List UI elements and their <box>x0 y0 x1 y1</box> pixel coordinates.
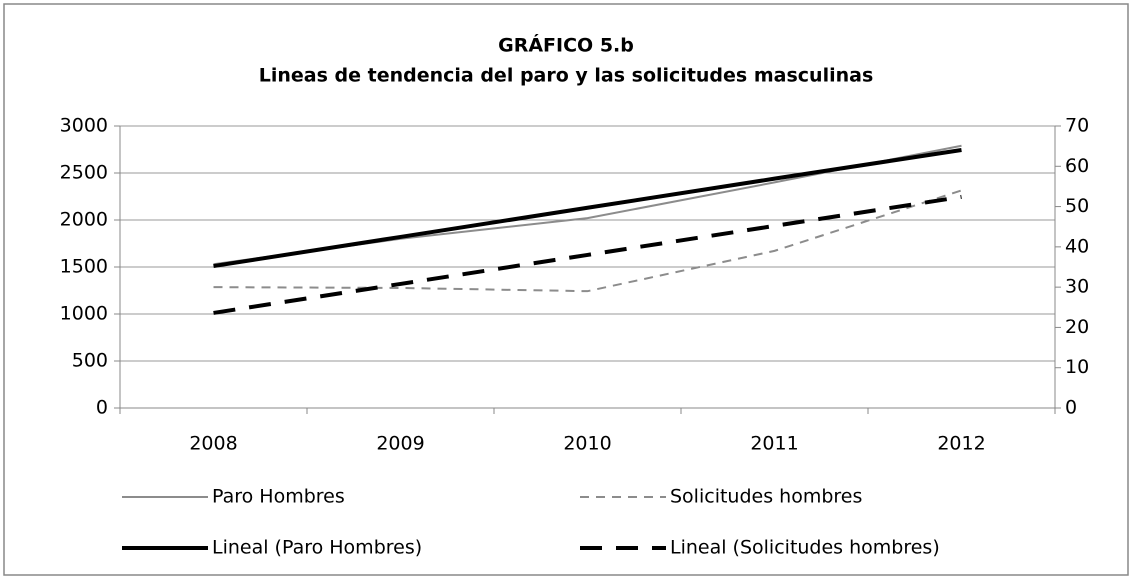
y2-tick-label: 50 <box>1065 195 1089 217</box>
x-tick-label: 2010 <box>563 433 611 455</box>
y-tick-label: 3000 <box>60 115 108 137</box>
y2-tick-label: 30 <box>1065 276 1089 298</box>
x-tick-label: 2012 <box>937 433 985 455</box>
y2-tick-label: 20 <box>1065 316 1089 338</box>
series-line <box>213 194 962 315</box>
series-line <box>213 147 962 269</box>
series-line <box>213 189 962 293</box>
chart-title: GRÁFICO 5.b <box>498 34 634 57</box>
y-tick-label: 2000 <box>60 209 108 231</box>
chart-subtitle: Lineas de tendencia del paro y las solic… <box>259 65 874 87</box>
legend-label: Lineal (Paro Hombres) <box>212 537 422 559</box>
y-tick-label: 1000 <box>60 303 108 325</box>
y-tick-label: 1500 <box>60 256 108 278</box>
y2-tick-label: 70 <box>1065 115 1089 137</box>
legend-label: Solicitudes hombres <box>670 486 862 508</box>
x-tick-label: 2008 <box>189 433 237 455</box>
x-tick-label: 2009 <box>376 433 424 455</box>
y-tick-label: 2500 <box>60 162 108 184</box>
y2-tick-label: 60 <box>1065 155 1089 177</box>
legend-label: Lineal (Solicitudes hombres) <box>670 537 940 559</box>
y-tick-label: 0 <box>96 397 108 419</box>
y2-tick-label: 10 <box>1065 356 1089 378</box>
x-tick-label: 2011 <box>750 433 798 455</box>
y-tick-label: 500 <box>72 350 108 372</box>
legend-label: Paro Hombres <box>212 486 345 508</box>
chart-border <box>3 3 1129 576</box>
y2-tick-label: 40 <box>1065 235 1089 257</box>
y2-tick-label: 0 <box>1065 397 1077 419</box>
